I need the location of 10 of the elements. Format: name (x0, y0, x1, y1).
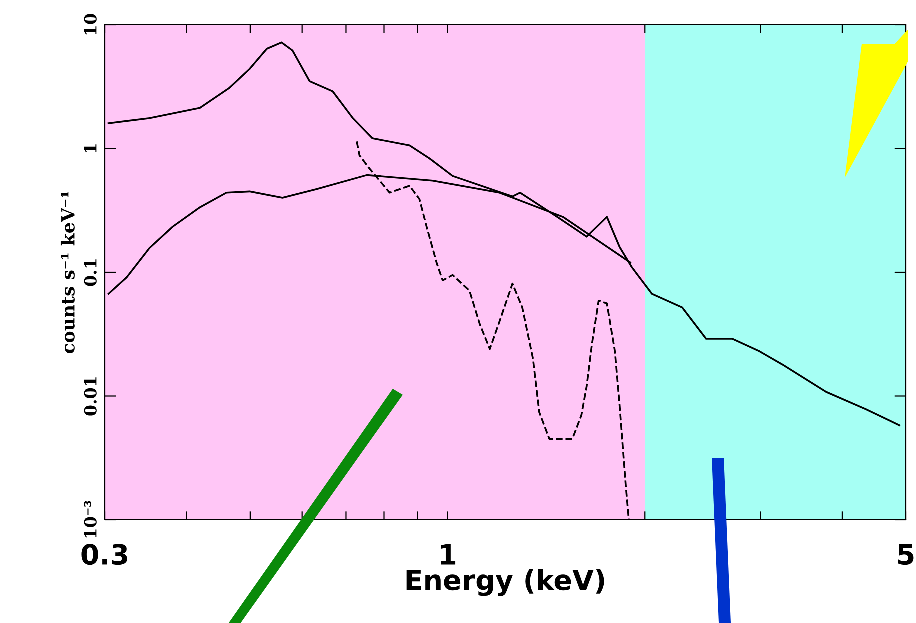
y-tick-label: 0.01 (84, 378, 97, 416)
x-tick-label: 1 (441, 544, 456, 565)
y-tick-label: 10⁻³ (84, 501, 97, 538)
x-tick-label: 5 (898, 544, 914, 566)
x-axis-title: Energy (keV) (406, 569, 604, 596)
x-tick-label: 0.3 (82, 544, 128, 566)
y-tick-label: 10 (84, 14, 97, 35)
y-axis-title: counts s⁻¹ keV⁻¹ (60, 192, 75, 354)
y-tick-label: 1 (84, 144, 97, 153)
y-tick-label: 0.1 (84, 260, 97, 286)
